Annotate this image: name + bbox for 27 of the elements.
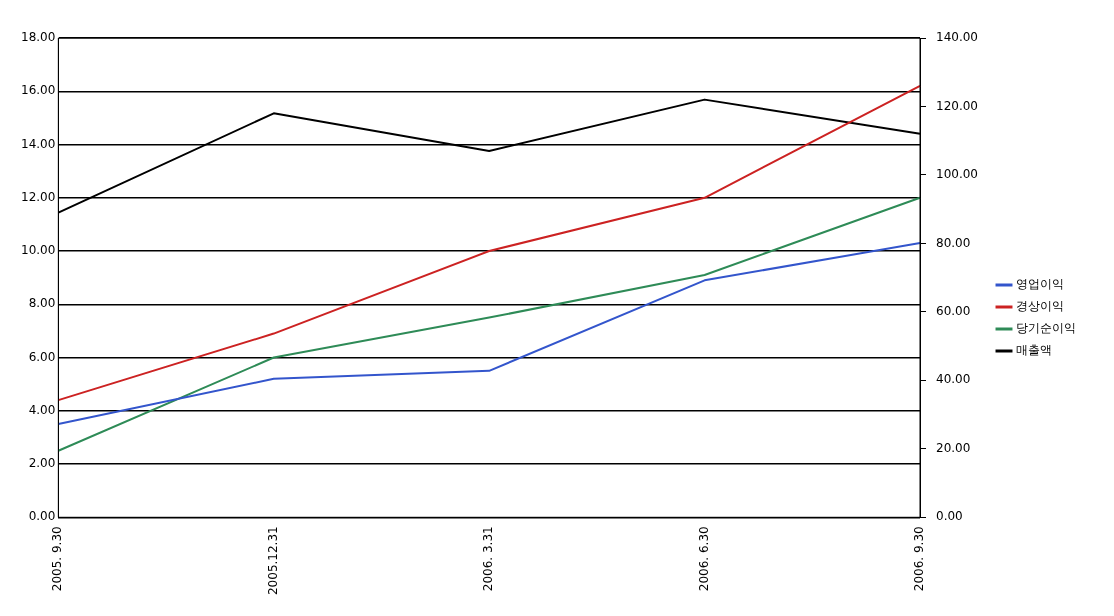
y2-tick-label: 120.00 (936, 98, 979, 113)
y-tick-label: 12.00 (20, 189, 56, 204)
y-tick-label: 6.00 (28, 349, 56, 364)
x-tick-label: 2006. 6.30 (696, 526, 711, 592)
y2-tick-label: 140.00 (936, 30, 979, 45)
y2-tick-label: 20.00 (936, 440, 971, 455)
legend-label: 당기순이익 (1016, 321, 1076, 336)
y-tick-label: 8.00 (28, 296, 56, 311)
y2-tick-label: 80.00 (936, 235, 971, 250)
y-tick-label: 0.00 (28, 509, 56, 524)
x-tick-label: 2005.12.31 (265, 526, 280, 596)
x-tick-label: 2006. 3.31 (481, 526, 496, 592)
y-tick-label: 4.00 (28, 402, 56, 417)
y-tick-label: 18.00 (20, 30, 56, 45)
x-tick-label: 2006. 9.30 (912, 526, 927, 592)
y-tick-label: 14.00 (20, 136, 56, 151)
y2-tick-label: 40.00 (936, 372, 971, 387)
y2-tick-label: 100.00 (936, 167, 979, 182)
y2-tick-label: 0.00 (936, 509, 963, 524)
y-tick-label: 16.00 (20, 83, 56, 98)
legend-label: 영업이익 (1016, 277, 1064, 292)
x-tick-label: 2005. 9.30 (50, 526, 65, 592)
legend-label: 매출액 (1016, 343, 1052, 358)
y-tick-label: 2.00 (28, 456, 56, 471)
legend-label: 경상이익 (1016, 299, 1064, 314)
y2-tick-label: 60.00 (936, 304, 971, 319)
y-tick-label: 10.00 (20, 243, 56, 258)
